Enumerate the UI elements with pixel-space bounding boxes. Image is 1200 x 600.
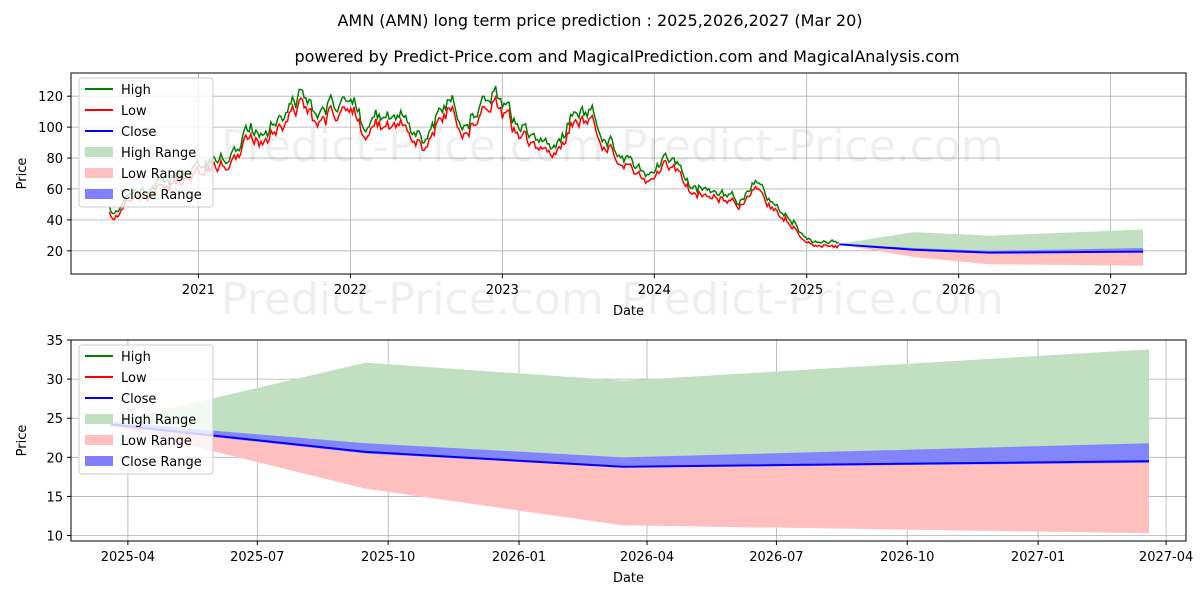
legend-label: High Range bbox=[121, 146, 196, 161]
x-tick-label: 2027 bbox=[1094, 283, 1127, 298]
y-tick-label: 15 bbox=[46, 490, 63, 505]
chart-subtitle: powered by Predict-Price.com and Magical… bbox=[294, 47, 959, 66]
low-series-line bbox=[108, 94, 840, 249]
y-tick-label: 20 bbox=[46, 451, 63, 466]
high-series-line bbox=[108, 85, 839, 245]
y-tick-label: 60 bbox=[46, 183, 63, 198]
chart-legend: High Low Close High Range Low Range Close Ran… bbox=[78, 344, 214, 475]
x-tick-label: 2026-10 bbox=[880, 550, 934, 565]
chart-legend: High Low Close High Range Low Range Close Ran… bbox=[78, 77, 214, 208]
close-forecast-line bbox=[839, 243, 1144, 254]
chart-title: AMN (AMN) long term price prediction : 2… bbox=[337, 11, 862, 30]
legend-patch-swatch bbox=[85, 414, 113, 424]
axes-frame bbox=[70, 339, 1187, 542]
x-tick-label: 2021 bbox=[182, 283, 215, 298]
legend-label: High bbox=[121, 83, 151, 98]
x-tick-label: 2025-04 bbox=[101, 550, 155, 565]
watermark-text: Predict-Price.com bbox=[621, 274, 1004, 325]
high-range-band bbox=[839, 229, 1144, 253]
y-axis-label: Price bbox=[15, 425, 30, 457]
legend-label: Close bbox=[121, 125, 156, 140]
legend-label: Low bbox=[121, 371, 147, 386]
x-tick-label: 2026-01 bbox=[492, 550, 546, 565]
y-axis-label: Price bbox=[15, 158, 30, 190]
y-tick-label: 35 bbox=[46, 334, 63, 349]
x-tick-label: 2023 bbox=[486, 283, 519, 298]
close-forecast-line bbox=[110, 423, 1150, 468]
legend-label: High Range bbox=[121, 413, 196, 428]
x-tick-label: 2026 bbox=[942, 283, 975, 298]
watermark-text: Predict-Price.com bbox=[221, 274, 604, 325]
legend-patch-swatch bbox=[85, 456, 113, 466]
x-tick-label: 2027-04 bbox=[1139, 550, 1193, 565]
x-axis-label: Date bbox=[613, 571, 644, 586]
x-tick-label: 2025-10 bbox=[361, 550, 415, 565]
legend-patch-swatch bbox=[85, 435, 113, 445]
watermark-text: Predict-Price.com bbox=[621, 121, 1004, 172]
y-tick-label: 100 bbox=[38, 121, 63, 136]
x-tick-label: 2026-04 bbox=[620, 550, 674, 565]
x-axis-label: Date bbox=[613, 304, 644, 319]
legend-patch-swatch bbox=[85, 189, 113, 199]
legend-patch-swatch bbox=[85, 147, 113, 157]
y-tick-label: 40 bbox=[46, 214, 63, 229]
low-range-band bbox=[110, 424, 1150, 534]
y-tick-label: 120 bbox=[38, 90, 63, 105]
chart-panel-2: Predict-Price.comPredict-Price.com2025-0… bbox=[15, 334, 1193, 586]
close-range-band bbox=[839, 243, 1144, 253]
legend-label: Close Range bbox=[121, 455, 202, 470]
legend-label: High bbox=[121, 350, 151, 365]
y-tick-label: 20 bbox=[46, 245, 63, 260]
x-tick-label: 2025-07 bbox=[230, 550, 284, 565]
legend-label: Low Range bbox=[121, 167, 192, 182]
legend-patch-swatch bbox=[85, 168, 113, 178]
axes-frame bbox=[70, 72, 1187, 275]
y-tick-label: 80 bbox=[46, 152, 63, 167]
legend-label: Close bbox=[121, 392, 156, 407]
x-tick-label: 2022 bbox=[334, 283, 367, 298]
y-tick-label: 25 bbox=[46, 412, 63, 427]
legend-label: Low bbox=[121, 104, 147, 119]
legend-label: Close Range bbox=[121, 188, 202, 203]
x-tick-label: 2027-01 bbox=[1011, 550, 1065, 565]
watermark-text: Predict-Price.com bbox=[221, 121, 604, 172]
close-range-band bbox=[110, 422, 1150, 468]
chart-panel-1: Predict-Price.com Predict-Price.com Predic… bbox=[15, 72, 1187, 325]
x-tick-label: 2026-07 bbox=[749, 550, 803, 565]
y-tick-label: 10 bbox=[46, 530, 63, 545]
low-range-band bbox=[839, 244, 1144, 266]
x-tick-label: 2024 bbox=[638, 283, 671, 298]
legend-label: Low Range bbox=[121, 434, 192, 449]
x-tick-label: 2025 bbox=[790, 283, 823, 298]
y-tick-label: 30 bbox=[46, 373, 63, 388]
high-range-band bbox=[110, 349, 1150, 467]
